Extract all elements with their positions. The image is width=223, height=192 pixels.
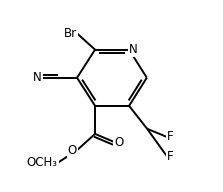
Text: OCH₃: OCH₃ — [27, 156, 58, 169]
Text: F: F — [167, 130, 173, 143]
Text: F: F — [167, 150, 173, 163]
Text: N: N — [129, 43, 138, 56]
Text: O: O — [68, 144, 77, 157]
Text: Br: Br — [64, 27, 77, 40]
Text: N: N — [33, 71, 42, 84]
Text: O: O — [114, 136, 124, 149]
